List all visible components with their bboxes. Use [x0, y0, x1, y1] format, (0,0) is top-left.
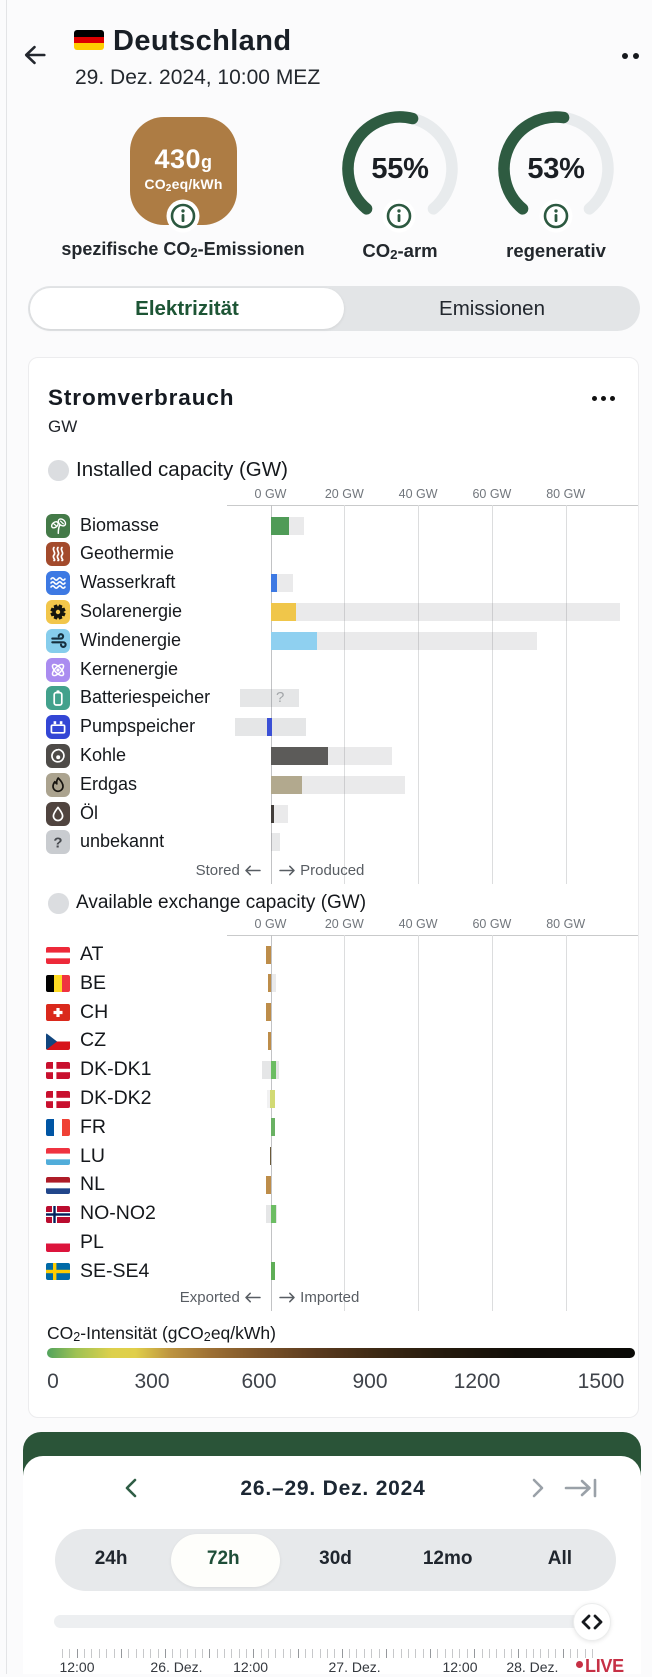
svg-text:?: ? [53, 835, 62, 852]
